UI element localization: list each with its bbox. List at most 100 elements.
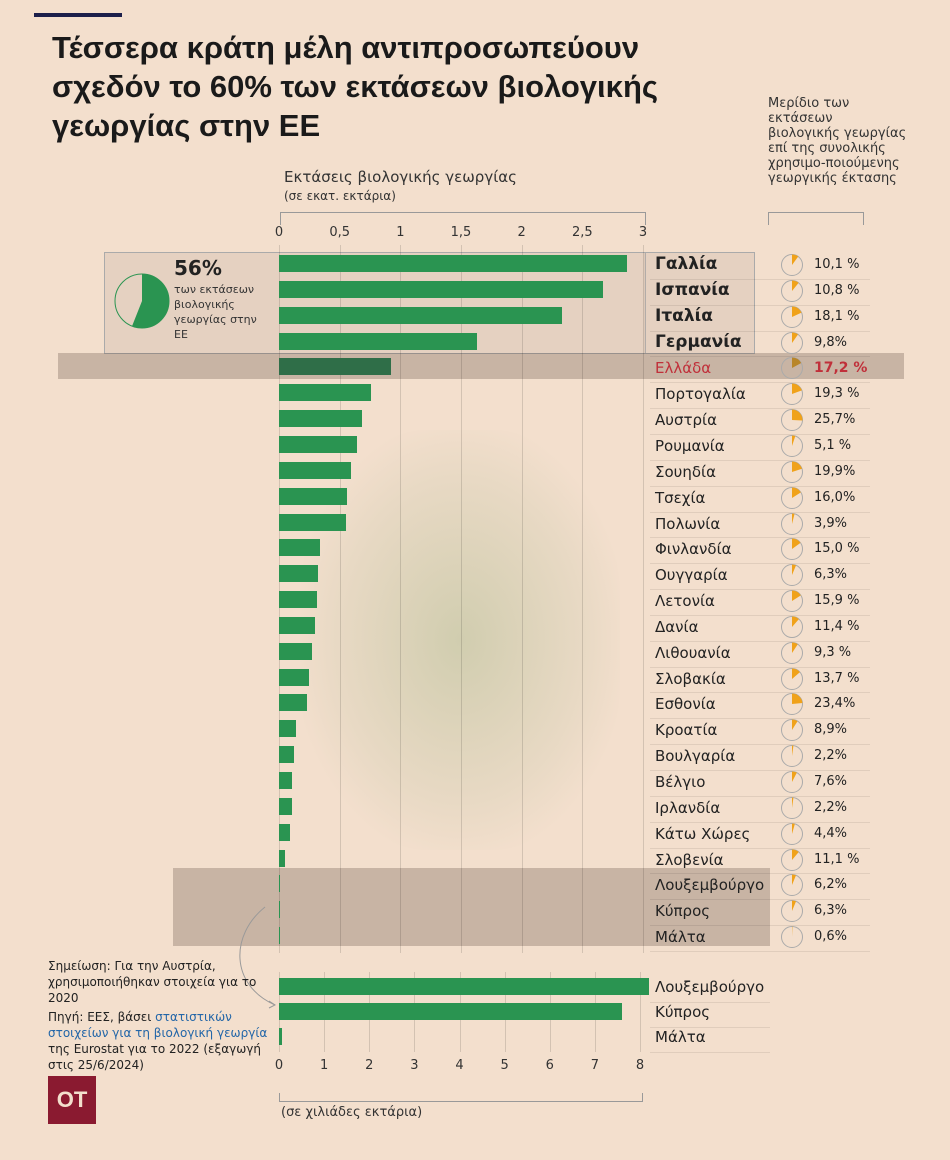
gridline (521, 245, 523, 953)
share-value: 11,1 % (814, 851, 860, 867)
accent-line (34, 13, 122, 17)
row-divider (650, 950, 870, 952)
country-label: Ελλάδα (655, 359, 712, 378)
bar (279, 255, 628, 272)
gridline (339, 245, 341, 953)
share-value: 4,4% (814, 825, 848, 841)
country-label: Ρουμανία (655, 436, 725, 455)
x-tick-label: 0 (274, 1058, 284, 1073)
row-divider (650, 744, 870, 746)
share-value: 9,8% (814, 334, 848, 350)
bar (279, 720, 296, 738)
share-value: 7,6% (814, 774, 848, 789)
share-value: 25,7% (814, 412, 856, 428)
row-divider (650, 408, 870, 410)
row-divider (650, 847, 870, 849)
share-pie-slice (792, 538, 801, 550)
share-value: 19,9% (814, 463, 856, 479)
share-value: 10,1 % (814, 257, 860, 272)
share-pie-slice (792, 590, 801, 602)
share-value: 5,1 % (814, 437, 852, 453)
x-tick-label: 2 (517, 225, 526, 240)
country-label: Λουξεμβούργο (655, 876, 765, 895)
share-pie-icon (781, 305, 803, 328)
share-pie-slice (792, 797, 794, 808)
bar (279, 513, 346, 531)
share-pie-icon (781, 409, 803, 432)
share-value: 6,3% (814, 567, 848, 583)
share-value: 19,3 % (814, 386, 860, 402)
source-suffix: της Eurostat για το 2022 (εξαγωγή στις 2… (48, 1042, 261, 1072)
share-pie-slice (792, 693, 803, 705)
source-link[interactable]: στατιστικών στοιχείων για τη βιολογική γ… (48, 1010, 268, 1040)
row-divider (650, 330, 870, 332)
bar (279, 410, 362, 428)
country-label: Κύπρος (655, 902, 711, 921)
callout-pie-icon (114, 273, 170, 329)
ot-logo: OT (48, 1076, 96, 1124)
olive-photo (300, 430, 620, 850)
share-pie-icon (781, 667, 803, 690)
share-value: 13,7 % (814, 670, 860, 686)
share-pie-icon (781, 279, 803, 302)
share-pie-slice (792, 849, 799, 860)
row-divider (650, 304, 870, 306)
bar (279, 849, 286, 867)
x-tick-label: 2,5 (571, 225, 593, 240)
share-pie-icon (781, 590, 803, 613)
share-value: 18,1 % (814, 308, 860, 324)
x-tick-label: 2 (365, 1058, 374, 1073)
row-divider (650, 899, 870, 901)
top-four-box-names (644, 252, 755, 354)
row-divider (650, 563, 870, 565)
share-pie-slice (792, 383, 802, 395)
country-label: Κάτω Χώρες (655, 824, 751, 843)
x-tick-label: 1 (396, 225, 405, 240)
x-tick-label: 1 (319, 1058, 329, 1073)
country-label: Κύπρος (655, 1003, 711, 1021)
bottom-bracket (279, 1093, 643, 1102)
country-label: Γαλλία (655, 254, 718, 274)
share-pie-icon (781, 719, 803, 742)
share-pie-slice (792, 874, 796, 886)
share-pie-icon (781, 900, 803, 923)
x-tick-label: 0,5 (329, 225, 350, 240)
share-pie-slice (792, 409, 803, 421)
x-tick-label: 1,5 (450, 225, 472, 240)
callout-text: των εκτάσεων βιολογικής γεωργίας στην ΕΕ (174, 283, 257, 341)
arrow-icon (239, 906, 276, 1009)
share-pie-icon (781, 538, 803, 561)
share-value: 11,4 % (814, 618, 860, 634)
axis-unit: (σε εκατ. εκτάρια) (284, 189, 396, 203)
bottom-axis-unit: (σε χιλιάδες εκτάρια) (281, 1105, 423, 1120)
share-pie-slice (792, 513, 795, 524)
axis-title: Εκτάσεις βιολογικής γεωργίας (284, 168, 517, 186)
share-value: 15,9 % (814, 593, 860, 609)
share-value: 15,0 % (814, 541, 860, 557)
share-pie-slice (792, 642, 798, 653)
share-pie-icon (781, 383, 803, 406)
share-pie-icon (781, 615, 803, 638)
share-pie-icon (781, 331, 803, 354)
row-divider (650, 589, 870, 591)
country-label: Μάλτα (655, 1028, 706, 1046)
gridline (640, 972, 641, 1052)
row-divider (650, 873, 870, 875)
note-text: Σημείωση: Για την Αυστρία, χρησιμοποιήθη… (48, 959, 257, 1005)
share-pie-slice (792, 719, 798, 731)
share-pie-slice (792, 461, 802, 472)
bar (279, 358, 391, 376)
share-pie-slice (792, 616, 799, 627)
x-tick-label: 8 (635, 1058, 645, 1073)
bar (279, 487, 347, 505)
share-pie-icon (781, 434, 803, 457)
share-value: 2,2% (814, 799, 848, 815)
share-pie-icon (781, 564, 803, 587)
share-value: 0,6% (814, 929, 848, 945)
share-pie-slice (792, 771, 797, 782)
row-divider (650, 614, 870, 616)
share-pie-slice (792, 357, 802, 369)
share-pie-icon (781, 460, 803, 483)
row-divider (650, 485, 870, 487)
